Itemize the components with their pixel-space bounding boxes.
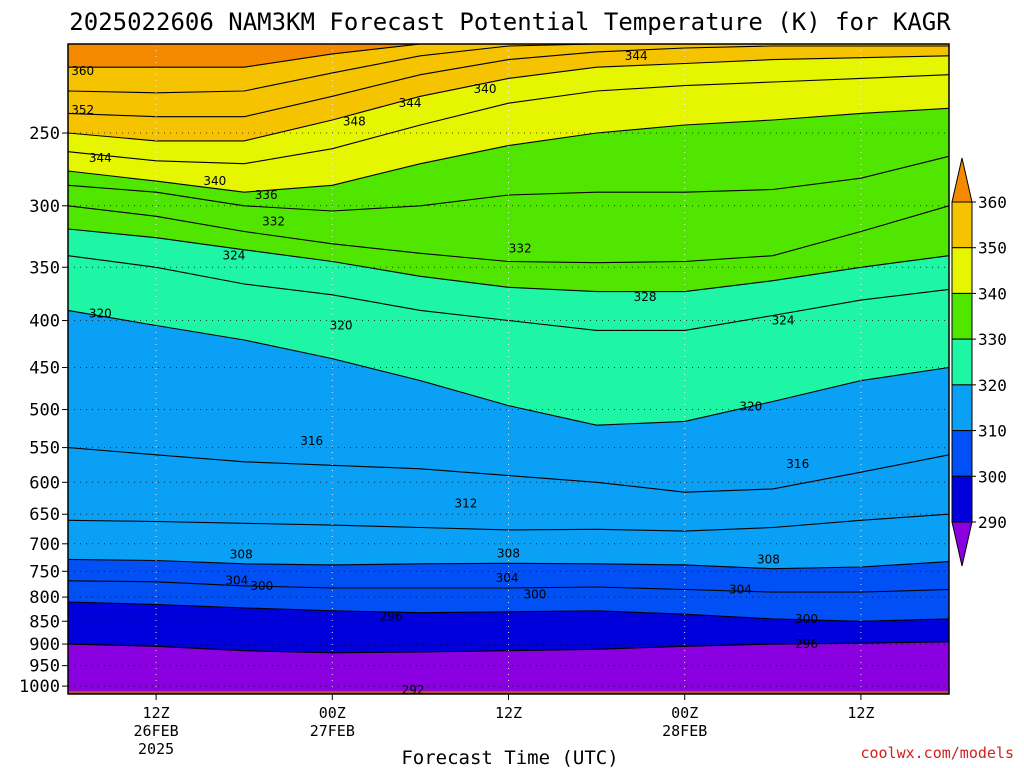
credit-text: coolwx.com/models bbox=[860, 744, 1014, 762]
contour-label-352: 352 bbox=[71, 103, 94, 117]
colorbar-label-350: 350 bbox=[978, 239, 1007, 258]
colorbar-box-5 bbox=[951, 430, 973, 477]
isentrope-316 bbox=[67, 447, 950, 493]
grid bbox=[68, 44, 949, 694]
contour-label-300: 300 bbox=[250, 579, 273, 593]
x-tick-label-12-2: 2025 bbox=[138, 740, 174, 758]
colorbar-top-arrow bbox=[951, 157, 973, 203]
x-axis-label: Forecast Time (UTC) bbox=[401, 747, 618, 768]
contour-label-304: 304 bbox=[225, 573, 248, 587]
y-tick-label-600: 600 bbox=[29, 473, 60, 493]
x-tick-label-24-0: 00Z bbox=[319, 704, 346, 722]
x-tick-label-48-1: 28FEB bbox=[662, 722, 707, 740]
contour-label-296: 296 bbox=[795, 637, 818, 651]
colorbar-label-320: 320 bbox=[978, 376, 1007, 395]
isentrope-340 bbox=[67, 107, 950, 193]
contour-label-332: 332 bbox=[509, 242, 532, 256]
y-tick-label-350: 350 bbox=[29, 258, 60, 278]
colorbar-bottom-arrow bbox=[951, 521, 973, 567]
y-tick-label-900: 900 bbox=[29, 635, 60, 655]
y-tick-label-650: 650 bbox=[29, 505, 60, 525]
y-tick-label-500: 500 bbox=[29, 401, 60, 421]
colorbar-box-2 bbox=[951, 292, 973, 340]
x-tick-label-60-0: 12Z bbox=[847, 704, 874, 722]
contour-label-308: 308 bbox=[230, 547, 253, 561]
y-tick-label-850: 850 bbox=[29, 612, 60, 632]
colorbar-label-300: 300 bbox=[978, 467, 1007, 486]
y-tick-label-300: 300 bbox=[29, 197, 60, 217]
y-tick-label-450: 450 bbox=[29, 359, 60, 379]
contour-label-324: 324 bbox=[772, 314, 795, 328]
colorbar-label-310: 310 bbox=[978, 422, 1007, 441]
colorbar: 360 350 340 330 320 310 300 290 bbox=[951, 157, 1007, 567]
contour-label-344: 344 bbox=[89, 151, 112, 165]
y-tick-label-700: 700 bbox=[29, 535, 60, 555]
contour-label-308: 308 bbox=[757, 552, 780, 566]
contour-label-344: 344 bbox=[625, 49, 648, 63]
x-tick-label-24-1: 27FEB bbox=[310, 722, 355, 740]
contour-label-336: 336 bbox=[255, 188, 278, 202]
y-tick-label-550: 550 bbox=[29, 439, 60, 459]
contour-label-316: 316 bbox=[300, 434, 323, 448]
y-tick-label-400: 400 bbox=[29, 312, 60, 332]
y-axis-ticks: 250 300 350 400 450 500 550 600 650 700 750 800 850 9… bbox=[19, 124, 68, 697]
contour-label-320: 320 bbox=[89, 306, 112, 320]
x-tick-label-48-0: 00Z bbox=[671, 704, 698, 722]
contour-label-328: 328 bbox=[634, 290, 657, 304]
contour-label-360: 360 bbox=[71, 64, 94, 78]
contour-label-324: 324 bbox=[222, 249, 245, 263]
x-tick-label-12-1: 26FEB bbox=[134, 722, 179, 740]
isentrope-352 bbox=[67, 45, 949, 118]
contour-label-300: 300 bbox=[795, 612, 818, 626]
chart-title: 2025022606 NAM3KM Forecast Potential Tem… bbox=[69, 8, 951, 36]
ground-surface bbox=[68, 690, 949, 694]
colorbar-box-0 bbox=[951, 201, 973, 249]
y-tick-label-1000: 1000 bbox=[19, 677, 60, 697]
contour-labels: 360 352 344 340 336 332 324 320 320 348 344 340 344 3… bbox=[71, 49, 818, 697]
y-tick-label-750: 750 bbox=[29, 562, 60, 582]
contour-label-304: 304 bbox=[729, 583, 752, 597]
contour-label-340: 340 bbox=[203, 174, 226, 188]
contour-label-344: 344 bbox=[399, 96, 422, 110]
contour-label-348: 348 bbox=[343, 115, 366, 129]
y-tick-label-800: 800 bbox=[29, 588, 60, 608]
isentrope-320 bbox=[67, 309, 950, 426]
contour-label-308: 308 bbox=[497, 546, 520, 560]
colorbar-box-6 bbox=[951, 475, 973, 523]
isentrope-344 bbox=[67, 74, 950, 165]
x-tick-label-12-0: 12Z bbox=[143, 704, 170, 722]
colorbar-label-290: 290 bbox=[978, 513, 1007, 532]
contour-label-316: 316 bbox=[786, 457, 809, 471]
contour-label-300: 300 bbox=[523, 588, 546, 602]
isentrope-312 bbox=[67, 513, 950, 532]
contour-label-332: 332 bbox=[262, 214, 285, 228]
isentrope-300 bbox=[67, 601, 950, 622]
contour-label-320: 320 bbox=[739, 399, 762, 413]
isentrope-332 bbox=[67, 205, 950, 264]
colorbar-box-4 bbox=[951, 384, 973, 432]
y-tick-label-250: 250 bbox=[29, 124, 60, 144]
colorbar-label-330: 330 bbox=[978, 330, 1007, 349]
x-tick-label-36-0: 12Z bbox=[495, 704, 522, 722]
y-tick-label-950: 950 bbox=[29, 657, 60, 677]
contour-label-292: 292 bbox=[402, 683, 425, 697]
isentrope-328 bbox=[67, 228, 950, 293]
colorbar-label-340: 340 bbox=[978, 284, 1007, 303]
colorbar-label-360: 360 bbox=[978, 193, 1007, 212]
contour-label-304: 304 bbox=[496, 571, 519, 585]
colorbar-box-1 bbox=[951, 247, 973, 294]
isentrope-308 bbox=[67, 558, 950, 570]
colorbar-box-3 bbox=[951, 338, 973, 386]
contour-label-312: 312 bbox=[454, 497, 477, 511]
isentrope-348 bbox=[67, 55, 950, 142]
isentrope-304 bbox=[67, 580, 950, 593]
contour-label-340: 340 bbox=[474, 82, 497, 96]
contour-label-296: 296 bbox=[380, 610, 403, 624]
contour-label-320: 320 bbox=[330, 318, 353, 332]
fill-band-360 bbox=[68, 44, 949, 68]
